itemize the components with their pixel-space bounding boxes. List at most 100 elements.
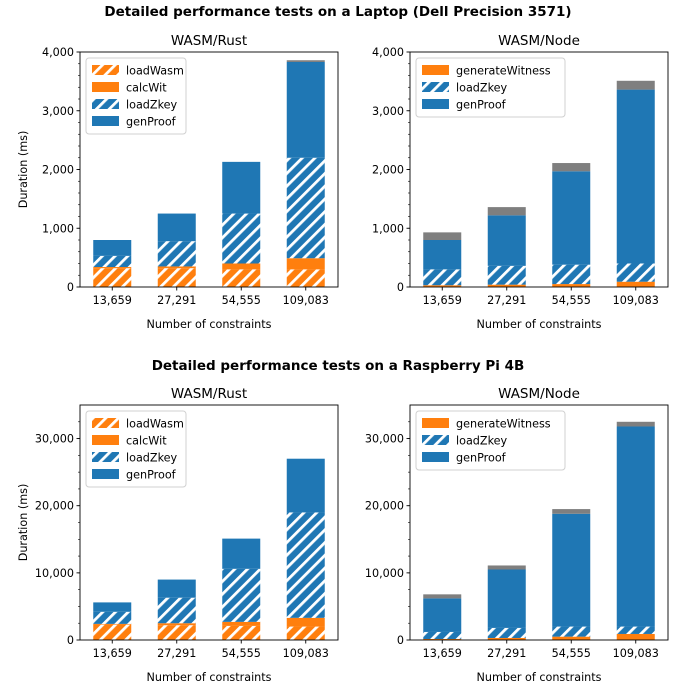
bar-segment [286, 258, 325, 270]
bar-segment [616, 263, 655, 282]
legend-label: loadZkey [456, 435, 508, 448]
x-axis-label: Number of constraints [146, 671, 271, 684]
legend-swatch [422, 82, 449, 92]
y-tick-label: 0 [67, 281, 74, 294]
y-tick-label: 30,000 [35, 433, 74, 446]
y-tick-label: 2,000 [372, 164, 404, 177]
legend-box [415, 57, 566, 118]
x-axis-label: Number of constraints [476, 318, 601, 331]
bar-segment [552, 163, 591, 172]
bar-segment [93, 623, 132, 625]
y-axis-label: Duration (ms) [17, 131, 30, 209]
legend-label: calcWit [126, 82, 167, 95]
legend-box [85, 57, 187, 135]
chart-panel: WASM/Node 0 10,000 20,000 30,000 13,659 27,291… [365, 386, 669, 684]
legend-box [415, 410, 566, 471]
bar-segment [157, 597, 196, 624]
bar-segment [157, 625, 196, 640]
bar-segment [286, 512, 325, 618]
bar-segment [157, 623, 196, 626]
bar-segment [487, 207, 526, 216]
legend-swatch [92, 452, 119, 462]
bar-segment [286, 60, 325, 62]
bar-segment [487, 637, 526, 640]
bar-segment [423, 269, 462, 286]
x-tick-label: 54,555 [222, 294, 261, 307]
legend-label: genProof [456, 99, 507, 112]
legend-swatch [92, 435, 119, 445]
y-tick-label: 1,000 [42, 222, 74, 235]
x-tick-label: 54,555 [552, 647, 591, 660]
bar-segment [552, 636, 591, 640]
bar-segment [286, 617, 325, 627]
x-tick-label: 27,291 [487, 647, 526, 660]
legend-swatch [92, 469, 119, 479]
bar-segment [93, 624, 132, 640]
panel-title: WASM/Rust [171, 33, 247, 49]
x-tick-label: 13,659 [423, 294, 462, 307]
bar-segment [157, 268, 196, 287]
bar-segment [616, 426, 655, 627]
x-tick-label: 13,659 [93, 294, 132, 307]
bar-segment [286, 157, 325, 259]
chart-panels: WASM/Rust 0 1,000 2,000 3,000 4,000 13,659 27,2… [17, 33, 669, 684]
bar-segment [423, 240, 462, 270]
legend-swatch [422, 99, 449, 109]
x-tick-label: 54,555 [552, 294, 591, 307]
y-tick-label: 20,000 [365, 500, 404, 513]
legend-label: genProof [126, 116, 177, 129]
legend-label: generateWitness [456, 418, 551, 431]
y-tick-label: 10,000 [35, 567, 74, 580]
y-tick-label: 0 [397, 634, 404, 647]
panel-title: WASM/Node [498, 33, 580, 49]
legend-label: genProof [456, 452, 507, 465]
bar-segment [552, 509, 591, 514]
bar-segment [487, 265, 526, 285]
legend-label: calcWit [126, 435, 167, 448]
bar-segment [222, 538, 261, 569]
y-tick-label: 30,000 [365, 433, 404, 446]
bar-segment [552, 264, 591, 285]
legend-label: loadZkey [126, 452, 178, 465]
bar-segment [286, 458, 325, 513]
legend-swatch [92, 116, 119, 126]
bar-segment [93, 611, 132, 624]
y-tick-label: 10,000 [365, 567, 404, 580]
chart-panel: WASM/Rust 0 10,000 20,000 30,000 13,659 27,291… [17, 386, 339, 684]
bar-segment [93, 255, 132, 268]
bar-segment [423, 638, 462, 640]
row2-suptitle: Detailed performance tests on a Raspberr… [152, 358, 525, 374]
row1-suptitle: Detailed performance tests on a Laptop (… [104, 4, 571, 20]
legend-label: loadWasm [126, 65, 184, 78]
bar-segment [616, 89, 655, 264]
bar-segment [487, 569, 526, 628]
x-tick-label: 109,083 [283, 294, 329, 307]
y-tick-label: 4,000 [372, 46, 404, 59]
bar-segment [423, 598, 462, 632]
bar-segment [423, 232, 462, 240]
x-tick-label: 109,083 [613, 647, 659, 660]
legend-swatch [422, 452, 449, 462]
legend-swatch [422, 435, 449, 445]
bar-segment [222, 625, 261, 640]
x-tick-label: 13,659 [423, 647, 462, 660]
legend-label: loadWasm [126, 418, 184, 431]
y-tick-label: 3,000 [42, 105, 74, 118]
x-tick-label: 27,291 [157, 294, 196, 307]
y-tick-label: 0 [67, 634, 74, 647]
legend-swatch [92, 82, 119, 92]
chart-panel: WASM/Rust 0 1,000 2,000 3,000 4,000 13,659 27,2… [17, 33, 339, 331]
legend-swatch [92, 418, 119, 428]
bar-segment [157, 241, 196, 267]
legend-label: genProof [126, 469, 177, 482]
legend-swatch [422, 65, 449, 75]
bar-segment [552, 284, 591, 287]
bar-segment [487, 215, 526, 266]
x-axis-label: Number of constraints [476, 671, 601, 684]
bar-segment [423, 594, 462, 599]
bar-segment [616, 633, 655, 640]
bar-segment [616, 626, 655, 634]
bar-segment [222, 621, 261, 626]
bar-segment [286, 61, 325, 158]
